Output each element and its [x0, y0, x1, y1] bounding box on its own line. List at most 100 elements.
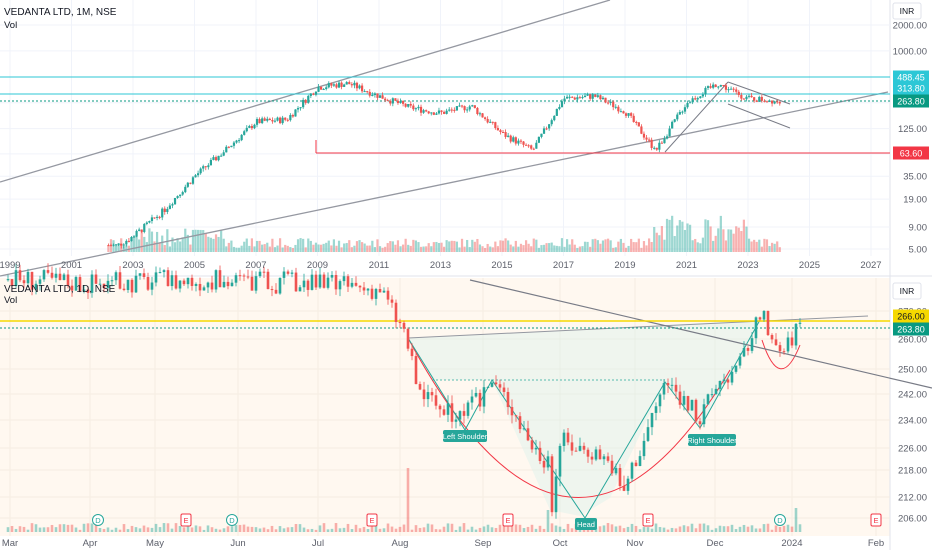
event-marker-letter: E [505, 516, 510, 525]
top-volume-bar [296, 239, 300, 252]
earnings-marker[interactable]: E [366, 513, 378, 527]
lower-channel-line[interactable] [0, 91, 889, 277]
bottom-volume-bar [750, 525, 754, 532]
top-volume-bar [747, 238, 751, 252]
bottom-candle-body [18, 270, 22, 281]
top-candle-body [276, 117, 279, 121]
upper-channel-line[interactable] [0, 0, 611, 183]
top-candle-body [268, 118, 271, 121]
top-candle-body [550, 120, 553, 125]
bottom-candle-body [122, 288, 126, 291]
wedge-upper-line[interactable] [727, 81, 791, 105]
top-volume-bar [668, 219, 671, 252]
top-volume-bar [601, 240, 605, 252]
top-volume-bar [709, 226, 712, 252]
bottom-candle-body [134, 275, 138, 293]
bottom-volume-bar [370, 524, 374, 532]
bottom-currency-box[interactable] [892, 282, 922, 300]
top-volume-bar [696, 242, 699, 252]
bottom-candle-body [714, 388, 718, 395]
bottom-candle-body [38, 279, 42, 284]
bottom-volume-bar [766, 523, 770, 532]
cup-handle-pattern[interactable] [0, 279, 932, 519]
bottom-volume-bar [662, 527, 666, 532]
top-volume-bar [719, 215, 722, 252]
top-legend[interactable]: VEDANTA LTD, 1M, NSE Vol [4, 7, 117, 31]
event-marker-letter: D [777, 516, 783, 525]
bottom-volume-bar [330, 528, 334, 532]
dividend-marker[interactable]: D [226, 514, 238, 526]
top-y-tick-label: 1000.00 [893, 46, 927, 57]
top-candle-body [460, 105, 464, 107]
bottom-price-badge [893, 309, 929, 323]
bottom-time-axis[interactable]: Mar Apr May Jun Jul Aug Sep Oct Nov Dec 2024 Feb [2, 538, 884, 549]
bottom-candle-body [746, 348, 750, 351]
dividend-marker[interactable]: D [774, 514, 786, 526]
earnings-marker[interactable]: E [642, 513, 654, 527]
top-volume-bar [773, 243, 776, 252]
bottom-candle-body [718, 380, 722, 389]
top-volume-bar [504, 238, 507, 252]
top-candle-body [742, 98, 745, 100]
bottom-candle-body [550, 456, 554, 513]
top-volume-bar [419, 246, 423, 252]
top-time-axis[interactable]: 1999 2001 2003 2005 2007 2009 2011 2013 2015 2017… [0, 260, 882, 271]
top-candle-body [755, 100, 758, 102]
top-candle-body [581, 97, 584, 99]
earnings-marker[interactable]: E [180, 513, 192, 527]
top-volume-bar [594, 238, 597, 252]
top-volume-bar [453, 240, 456, 252]
top-volume-bar [612, 247, 615, 252]
left-shoulder-label[interactable]: Left Shoulder [443, 430, 488, 442]
top-candle-body [191, 177, 195, 184]
wedge-entry-line[interactable] [664, 81, 729, 153]
bottom-candle-body [474, 392, 478, 397]
bottom-candle-body [698, 421, 702, 425]
top-volume-bar [204, 233, 207, 252]
top-volume-bar [199, 229, 202, 252]
top-candle-body [530, 145, 533, 149]
top-volume-bar [637, 238, 640, 252]
bottom-volume-bar [518, 524, 522, 532]
neckline[interactable] [407, 315, 869, 339]
handle-arc[interactable] [761, 339, 801, 370]
top-volume-bar [699, 243, 702, 252]
bottom-candle-body [82, 289, 86, 291]
top-candle-body [130, 237, 133, 242]
bottom-volume-bar [310, 528, 314, 532]
wedge-lower-line[interactable] [727, 103, 791, 129]
bottom-candle-body [710, 394, 714, 396]
top-volume-bar [309, 240, 312, 252]
bottom-candle-body [586, 449, 590, 457]
bottom-legend[interactable]: VEDANTA LTD, 1D, NSE Vol [4, 284, 116, 306]
top-candle-body [740, 94, 743, 99]
earnings-marker[interactable]: E [870, 513, 882, 527]
bottom-volume-bar [594, 527, 598, 532]
top-volume-bar [645, 245, 648, 252]
bottom-volume-bar [170, 528, 174, 532]
top-volume-bar [212, 238, 215, 252]
top-volume-bar [735, 226, 738, 252]
top-price-badge-text: 313.80 [897, 84, 925, 94]
top-volume-bar [337, 240, 341, 252]
bottom-candle-body [42, 270, 46, 280]
top-x-tick-label: 2027 [860, 260, 881, 271]
top-currency-box[interactable] [892, 2, 922, 20]
top-volume-bar [442, 246, 446, 252]
top-volume-bar [614, 247, 617, 252]
bottom-volume-bar [254, 527, 258, 532]
long-downtrend-line[interactable] [469, 279, 932, 389]
top-drawing-lines[interactable] [0, 0, 890, 277]
bottom-volume-bar [746, 526, 750, 532]
right-shoulder-label[interactable]: Right Shoulder [687, 434, 737, 446]
top-candle-body [537, 136, 540, 143]
top-candle-body [143, 223, 146, 232]
bottom-candle-body [498, 384, 502, 388]
dividend-marker[interactable]: D [92, 514, 104, 526]
earnings-marker[interactable]: E [502, 513, 514, 527]
top-volume-bar [729, 229, 733, 252]
bottom-candle-body [730, 371, 734, 383]
head-label[interactable]: Head [575, 518, 597, 530]
